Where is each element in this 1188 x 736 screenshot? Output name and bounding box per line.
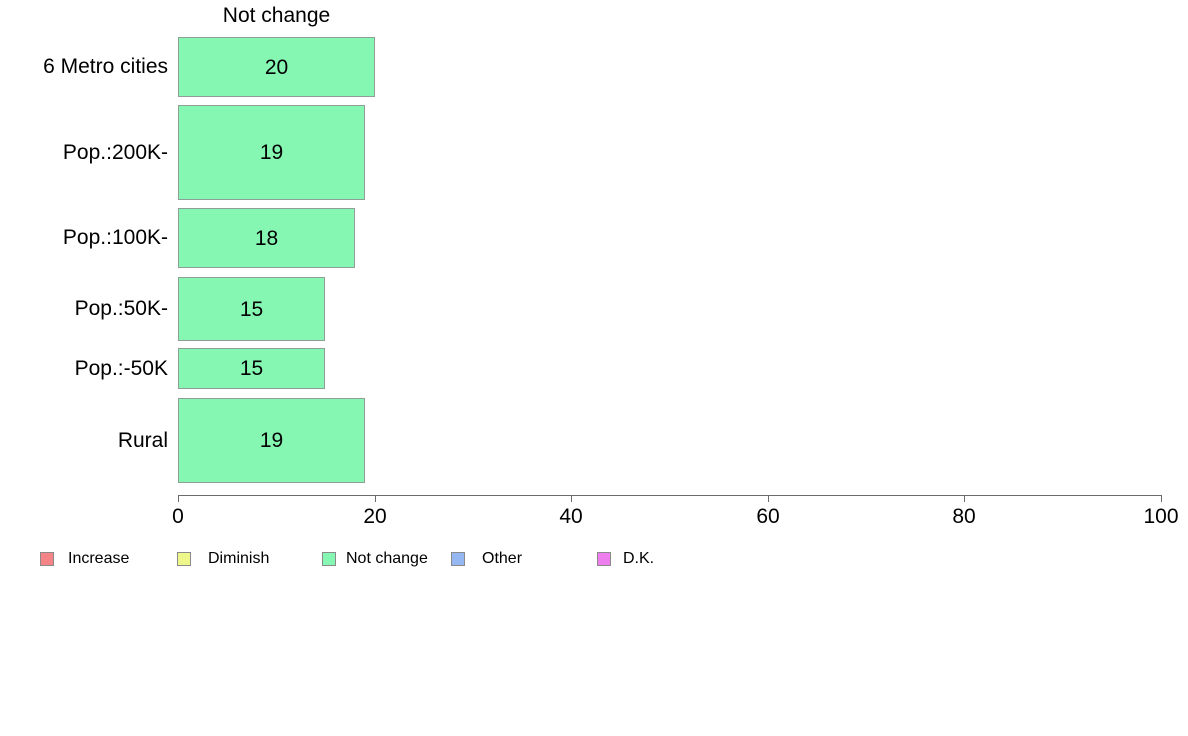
- bar-value-label: 15: [239, 357, 264, 380]
- bar-value-label: 15: [239, 297, 264, 321]
- legend-swatch: [322, 552, 336, 566]
- bar: 18: [178, 208, 355, 268]
- legend-label: D.K.: [623, 550, 655, 567]
- category-label: Pop.:100K-: [62, 226, 168, 249]
- bar-value-label: 19: [259, 429, 284, 452]
- legend-label: Increase: [68, 550, 130, 567]
- legend-swatch: [597, 552, 611, 566]
- x-axis-tick: [571, 495, 572, 502]
- legend-swatch: [40, 552, 54, 566]
- x-axis-tick-label: 40: [559, 505, 583, 528]
- x-axis-tick-label: 80: [952, 505, 976, 528]
- x-axis-line: [178, 495, 1161, 496]
- bar: 20: [178, 37, 375, 97]
- category-label: Rural: [117, 428, 168, 452]
- chart-title: Not change: [222, 4, 331, 27]
- legend-label: Not change: [346, 550, 428, 567]
- bar: 15: [178, 277, 325, 341]
- bar-value-label: 20: [264, 55, 289, 79]
- x-axis-tick-label: 20: [363, 505, 387, 528]
- legend-label: Diminish: [208, 550, 270, 567]
- x-axis-tick: [178, 495, 179, 502]
- bar-value-label: 19: [259, 141, 284, 164]
- category-label: Pop.:200K-: [62, 140, 168, 164]
- x-axis-tick-label: 60: [756, 505, 780, 528]
- category-label: Pop.:-50K: [74, 356, 168, 380]
- category-label: 6 Metro cities: [43, 55, 168, 78]
- category-label: Pop.:50K-: [74, 297, 168, 320]
- x-axis-tick: [964, 495, 965, 502]
- bar: 19: [178, 398, 365, 483]
- legend-swatch: [451, 552, 465, 566]
- bar: 19: [178, 105, 365, 200]
- x-axis-tick-label: 0: [172, 505, 184, 528]
- bar: 15: [178, 348, 325, 389]
- legend-label: Other: [482, 550, 523, 567]
- x-axis-tick: [1161, 495, 1162, 502]
- x-axis-tick-label: 100: [1143, 505, 1179, 528]
- bar-value-label: 18: [254, 226, 279, 250]
- legend-swatch: [177, 552, 191, 566]
- x-axis-tick: [375, 495, 376, 502]
- x-axis-tick: [768, 495, 769, 502]
